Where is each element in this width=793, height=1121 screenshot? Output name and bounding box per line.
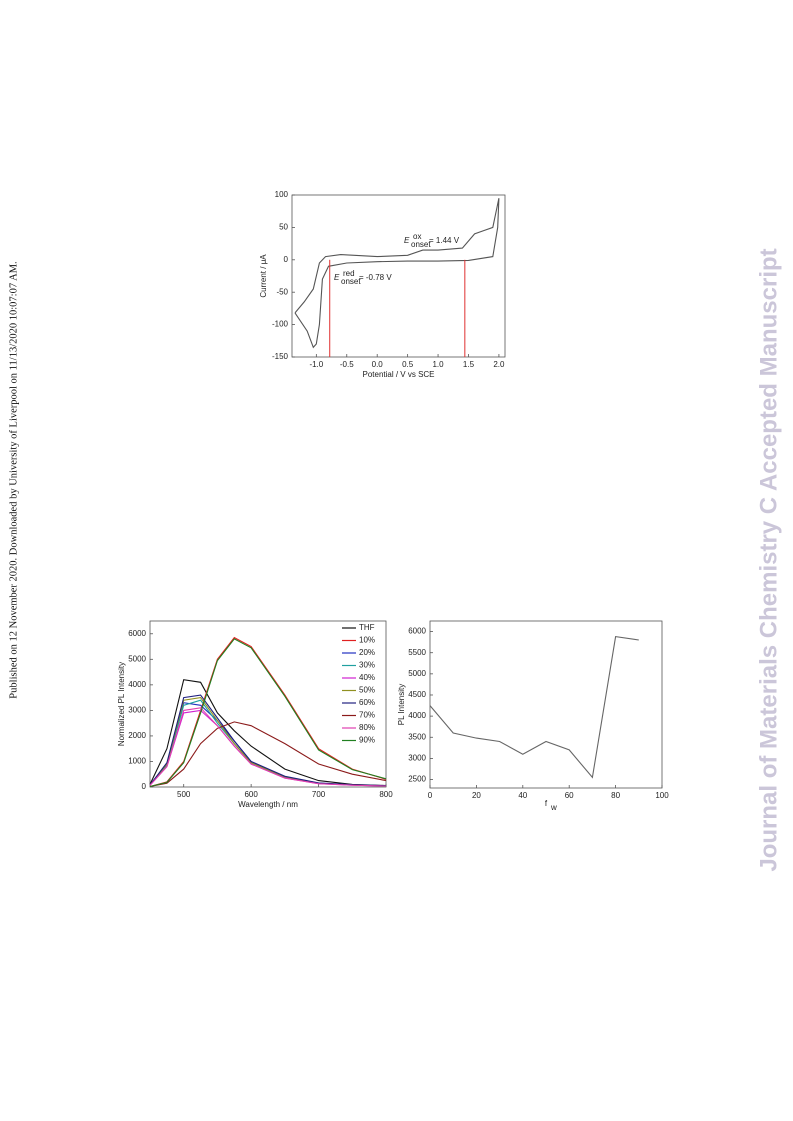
legend-label: 60%: [359, 698, 375, 707]
annotation-symbol: E: [404, 236, 410, 245]
x-tick-label: -1.0: [309, 360, 323, 369]
x-tick-label: 0: [428, 791, 433, 800]
x-axis-label-sub: w: [550, 803, 557, 812]
y-tick-label: 6000: [408, 627, 426, 636]
spectrum-line: [149, 697, 387, 787]
x-tick-label: 2.0: [493, 360, 505, 369]
y-tick-label: -150: [272, 352, 289, 361]
y-tick-label: 0: [284, 255, 289, 264]
annotation-text: = -0.78 V: [359, 273, 392, 282]
y-axis-label: PL Intensity: [397, 684, 406, 726]
annotation-symbol: E: [334, 273, 340, 282]
plot-frame: [291, 194, 506, 358]
legend-label: 50%: [359, 686, 375, 695]
annotation-sup: red: [343, 269, 355, 278]
data-line: [429, 635, 639, 779]
spectrum-line: [149, 636, 387, 788]
x-tick-label: 80: [611, 791, 620, 800]
legend-label: 30%: [359, 661, 375, 670]
y-tick-label: 4000: [408, 711, 426, 720]
x-tick-label: -0.5: [340, 360, 354, 369]
spectrum-line: [149, 707, 387, 787]
y-tick-label: 5000: [408, 669, 426, 678]
legend-label: 20%: [359, 648, 375, 657]
y-tick-label: 50: [279, 223, 288, 232]
spectrum-line: [149, 709, 387, 787]
y-tick-label: 100: [275, 190, 289, 199]
y-tick-label: 4500: [408, 690, 426, 699]
y-tick-label: 4000: [128, 680, 146, 689]
y-tick-label: 5500: [408, 648, 426, 657]
x-tick-label: 700: [312, 790, 326, 799]
spectrum-line: [149, 721, 387, 788]
x-tick-label: 60: [565, 791, 574, 800]
y-tick-label: 1000: [128, 757, 146, 766]
y-tick-label: 3500: [408, 732, 426, 741]
x-tick-label: 500: [177, 790, 191, 799]
legend-label: 80%: [359, 723, 375, 732]
annotation-sub: onset: [341, 277, 361, 286]
spectrum-line: [149, 679, 387, 787]
x-axis-label: f: [545, 799, 548, 808]
data-line: [294, 198, 500, 349]
x-tick-label: 40: [518, 791, 527, 800]
spectrum-line: [149, 638, 387, 788]
legend-label: 10%: [359, 636, 375, 645]
legend-label: THF: [359, 623, 375, 632]
x-tick-label: 800: [379, 790, 393, 799]
x-tick-label: 0.0: [372, 360, 384, 369]
x-axis-label: Wavelength / nm: [238, 800, 298, 809]
side-note: Published on 12 November 2020. Downloade…: [8, 261, 19, 698]
annotation-sup: ox: [413, 232, 421, 241]
x-tick-label: 0.5: [402, 360, 414, 369]
plot-frame: [429, 620, 663, 789]
y-axis-label: Normalized PL Intensity: [117, 662, 126, 746]
legend-label: 40%: [359, 673, 375, 682]
x-axis-label: Potential / V vs SCE: [362, 370, 434, 379]
x-tick-label: 1.0: [432, 360, 444, 369]
y-tick-label: 0: [142, 782, 147, 791]
annotation-sub: onset: [411, 240, 431, 249]
y-tick-label: 2500: [408, 775, 426, 784]
y-axis-label: Current / μA: [259, 254, 268, 298]
x-tick-label: 1.5: [463, 360, 475, 369]
y-tick-label: 3000: [408, 754, 426, 763]
y-tick-label: 6000: [128, 629, 146, 638]
x-tick-label: 100: [655, 791, 669, 800]
y-tick-label: -50: [276, 287, 288, 296]
spectrum-line: [149, 694, 387, 787]
legend-label: 90%: [359, 736, 375, 745]
y-tick-label: 3000: [128, 705, 146, 714]
plot-frame: [149, 620, 387, 788]
y-tick-label: 5000: [128, 654, 146, 663]
x-tick-label: 20: [472, 791, 481, 800]
watermark: Journal of Materials Chemistry C Accepte…: [755, 248, 782, 871]
annotation-text: = 1.44 V: [429, 236, 460, 245]
y-tick-label: -100: [272, 320, 289, 329]
x-tick-label: 600: [244, 790, 258, 799]
legend-label: 70%: [359, 711, 375, 720]
y-tick-label: 2000: [128, 731, 146, 740]
